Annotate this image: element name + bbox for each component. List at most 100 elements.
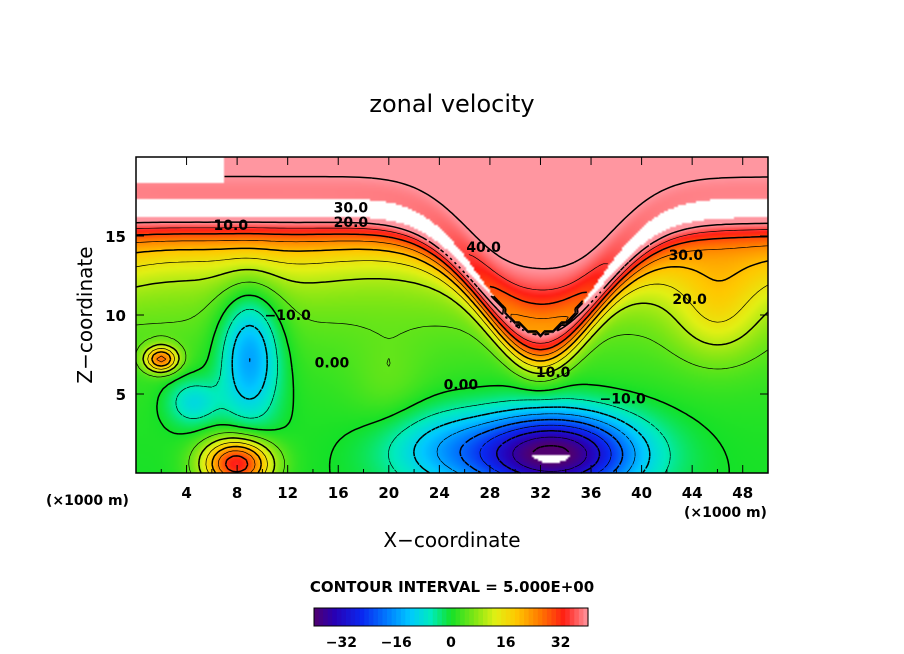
colorbar-segment: [473, 608, 479, 626]
colorbar-segment: [405, 608, 411, 626]
contour-label: 20.0: [334, 215, 369, 231]
colorbar-segment: [364, 608, 370, 626]
colorbar-segment: [501, 608, 507, 626]
x-axis-title: X−coordinate: [383, 528, 520, 552]
y-tick-label: 5: [116, 386, 126, 404]
colorbar-segment: [565, 608, 571, 626]
contour-line: [512, 436, 588, 472]
y-tick-label: 15: [105, 228, 126, 246]
colorbar-segment: [423, 608, 429, 626]
colorbar-segment: [396, 608, 402, 626]
colorbar-segment: [314, 608, 320, 626]
contour-line: [156, 294, 730, 474]
velocity-field: [136, 157, 768, 473]
contour-line: [175, 308, 671, 474]
colorbar-segment: [414, 608, 420, 626]
contour-label: 20.0: [672, 292, 707, 308]
colorbar-tick-label: −32: [326, 635, 357, 651]
contour-line: [532, 444, 570, 453]
colorbar-segment: [419, 608, 425, 626]
colorbar-segment: [505, 608, 511, 626]
colorbar-segment: [464, 608, 470, 626]
colorbar-segment: [487, 608, 493, 626]
colorbar-tick-label: −16: [381, 635, 412, 651]
colorbar-segment: [537, 608, 543, 626]
colorbar-segment: [350, 608, 356, 626]
colorbar-segment: [451, 608, 457, 626]
chart-title: zonal velocity: [369, 90, 534, 118]
colorbar-segment: [368, 608, 374, 626]
colorbar-segment: [496, 608, 502, 626]
contour-line: [495, 430, 601, 474]
y-axis-title: Z−coordinate: [73, 246, 97, 383]
colorbar-segment: [377, 608, 384, 626]
colorbar-segment: [528, 608, 534, 626]
contour-label: −10.0: [265, 308, 312, 324]
contour-label: 10.0: [536, 365, 571, 381]
contour-line: [135, 257, 769, 474]
contour-line: [135, 268, 769, 474]
contour-interval-text: CONTOUR INTERVAL = 5.000E+00: [310, 578, 594, 596]
x-tick-label: 24: [429, 484, 450, 502]
colorbar-tick-label: 16: [496, 635, 515, 651]
contour-label: 0.00: [315, 355, 350, 371]
y-axis-ticks: 5 10 15: [105, 228, 768, 404]
x-tick-label: 44: [682, 484, 703, 502]
colorbar-segment: [510, 608, 516, 626]
colorbar-segment: [569, 608, 575, 626]
x-tick-label: 8: [232, 484, 242, 502]
colorbar-segment: [469, 608, 475, 626]
contour-label: 30.0: [334, 201, 369, 217]
colorbar-segment: [492, 608, 498, 626]
colorbar-segment: [391, 608, 397, 626]
colorbar-segment: [482, 608, 489, 626]
colorbar: −32 −16 0 16 32: [313, 607, 589, 651]
colorbar-segment: [546, 608, 553, 626]
colorbar-segment: [373, 608, 379, 626]
colorbar-segment: [455, 608, 461, 626]
colorbar-segment: [519, 608, 525, 626]
colorbar-segment: [359, 608, 365, 626]
x-tick-label: 32: [530, 484, 551, 502]
contour-line: [135, 239, 769, 474]
colorbar-segment: [542, 608, 548, 626]
colorbar-segment: [533, 608, 539, 626]
contour-line: [479, 424, 612, 474]
colorbar-segment: [336, 608, 342, 626]
colorbar-segment: [345, 608, 352, 626]
contour-lines: [135, 175, 769, 474]
colorbar-segment: [428, 608, 434, 626]
colorbar-segment: [514, 608, 521, 626]
colorbar-segment: [355, 608, 361, 626]
x-tick-label: 16: [328, 484, 349, 502]
contour-line: [459, 418, 624, 474]
x-axis-ticks: 4 8 12 16 20 24 28 32 36 40 44 48: [160, 157, 753, 502]
contour-line: [135, 232, 769, 473]
contour-label: 10.0: [214, 218, 249, 234]
x-tick-label: 12: [277, 484, 298, 502]
x-tick-label: 28: [479, 484, 500, 502]
y-tick-label: 10: [105, 307, 126, 325]
x-tick-label: 36: [581, 484, 602, 502]
contour-line: [135, 175, 768, 336]
colorbar-segment: [583, 608, 589, 626]
contour-label: 40.0: [466, 240, 501, 256]
colorbar-segment: [387, 608, 393, 626]
x-unit-label: (×1000 m): [684, 505, 767, 521]
colorbar-tick-label: 0: [446, 635, 456, 651]
colorbar-segment: [432, 608, 438, 626]
contour-line: [249, 358, 636, 474]
plot-area: [135, 156, 769, 474]
x-tick-label: 40: [631, 484, 652, 502]
colorbar-segments: [314, 608, 589, 626]
contour-line: [135, 227, 768, 344]
colorbar-segment: [327, 608, 333, 626]
colorbar-ticks: −32 −16 0 16 32: [326, 635, 571, 651]
colorbar-segment: [323, 608, 329, 626]
colorbar-tick-label: 32: [551, 635, 570, 651]
x-tick-label: 20: [378, 484, 399, 502]
colorbar-segment: [437, 608, 443, 626]
contour-label: 0.00: [444, 378, 479, 394]
colorbar-segment: [446, 608, 452, 626]
